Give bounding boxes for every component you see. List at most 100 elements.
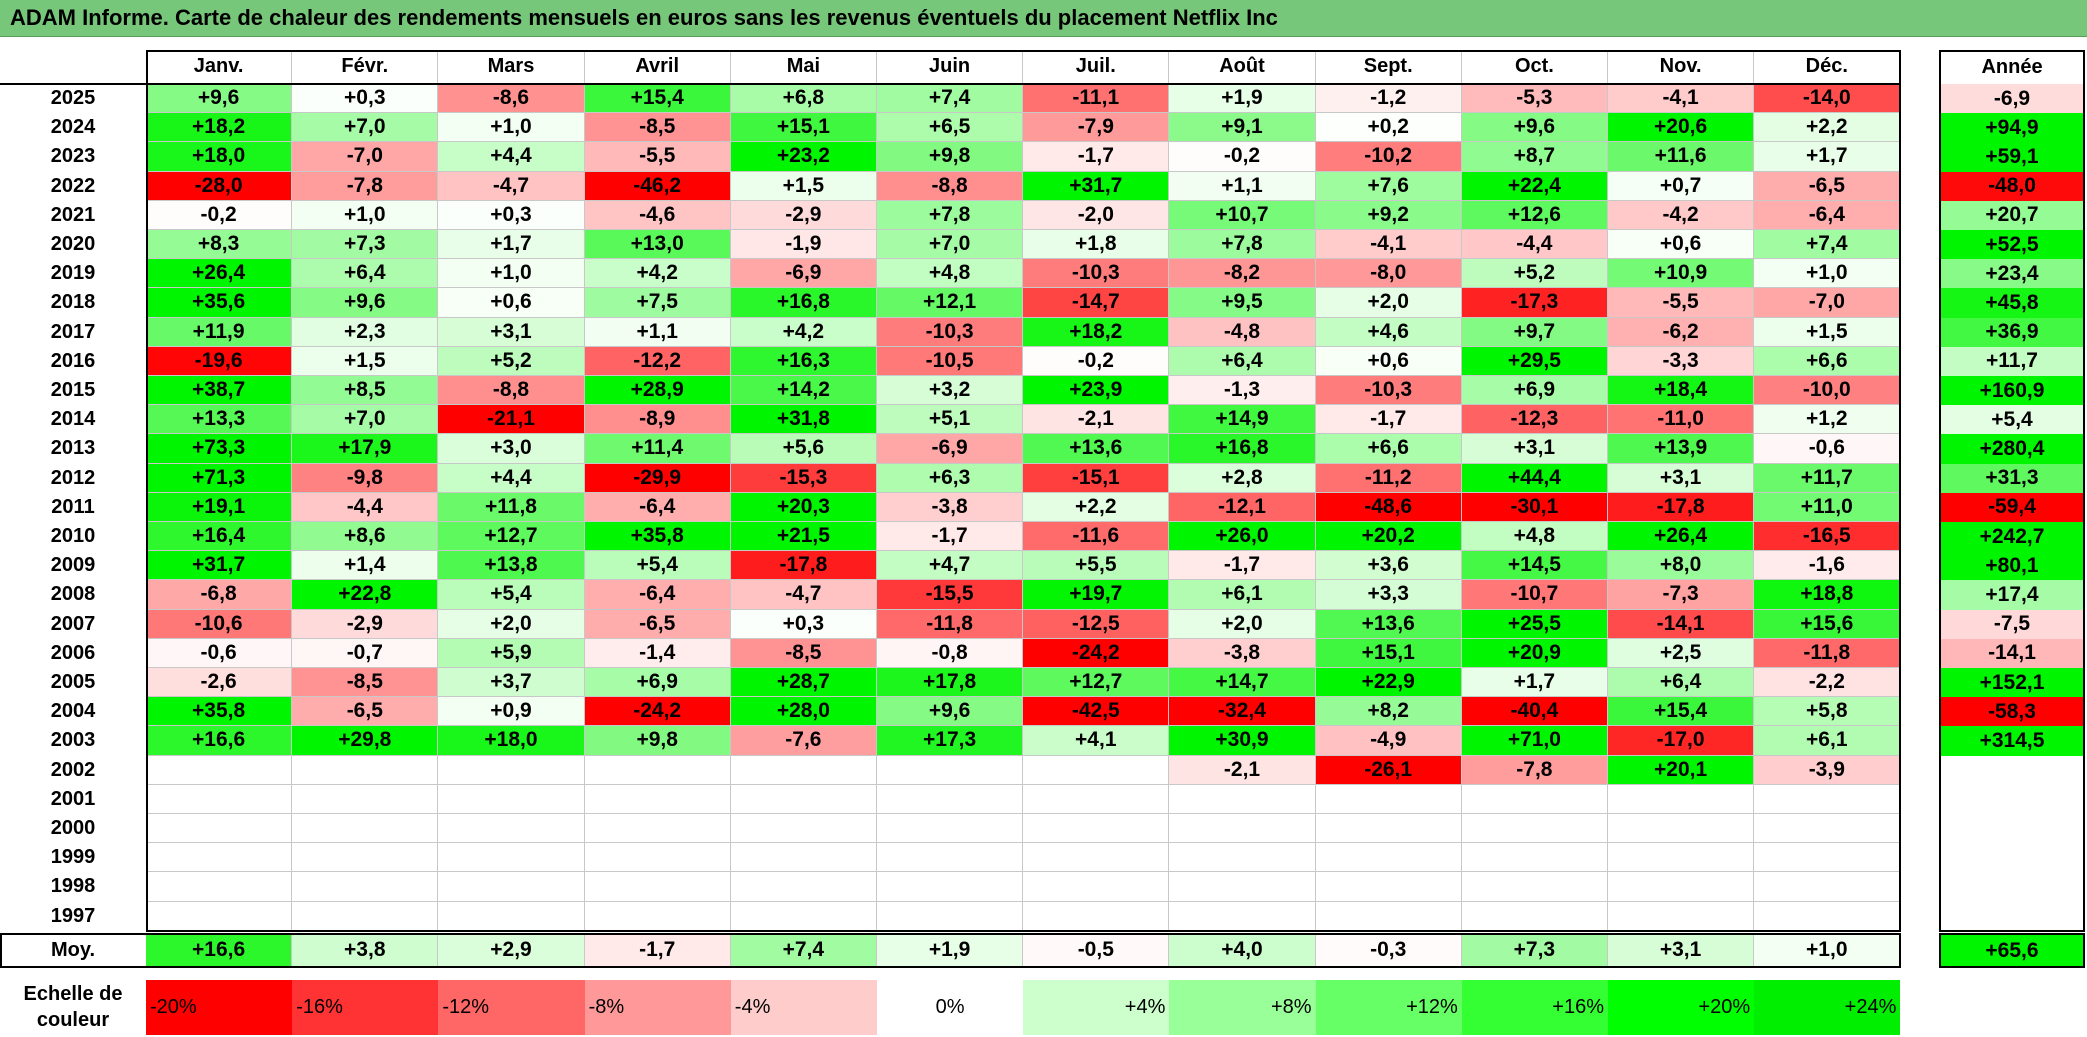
color-scale-swatch: -4% (730, 980, 877, 1035)
heatmap-cell: +4,1 (1023, 726, 1170, 756)
heatmap-cell: +8,6 (292, 522, 439, 552)
heatmap-cell (146, 901, 293, 931)
heatmap-cell: +4,4 (438, 463, 585, 493)
heatmap-cell: -11,8 (877, 609, 1024, 639)
heatmap-cell: +3,6 (1315, 551, 1462, 581)
heatmap-cell: +16,8 (730, 288, 877, 318)
annual-cell: +5,4 (1939, 405, 2085, 435)
month-header: Juin (877, 50, 1024, 84)
heatmap-cell: +2,2 (1023, 492, 1170, 522)
heatmap-cell: +29,8 (292, 726, 439, 756)
heatmap-cell: -3,8 (1169, 638, 1316, 668)
heatmap-cell: -4,1 (1608, 84, 1755, 114)
heatmap-cell: +9,2 (1315, 200, 1462, 230)
heatmap-cell: +16,4 (146, 522, 293, 552)
heatmap-cell: +18,4 (1608, 376, 1755, 406)
heatmap-cell: +20,1 (1608, 755, 1755, 785)
heatmap-cell: -12,5 (1023, 609, 1170, 639)
heatmap-cell: -8,5 (292, 668, 439, 698)
color-scale-label-line2: couleur (36, 1009, 110, 1031)
annual-cell: -48,0 (1939, 171, 2085, 201)
average-cell: -1,7 (584, 934, 731, 967)
heatmap-cell: +1,5 (730, 171, 877, 201)
heatmap-cell (1754, 843, 1901, 873)
heatmap-cell: +7,3 (292, 230, 439, 260)
heatmap-cell: +1,1 (584, 317, 731, 347)
heatmap-cell: +3,0 (438, 434, 585, 464)
heatmap-cell (438, 843, 585, 873)
heatmap-cell (730, 814, 877, 844)
heatmap-cell: +1,0 (438, 259, 585, 289)
year-label: 2010 (50, 525, 96, 548)
heatmap-cell (877, 755, 1024, 785)
average-cell: +7,4 (730, 934, 877, 967)
heatmap-cell: +0,6 (438, 288, 585, 318)
heatmap-cell: +22,8 (292, 580, 439, 610)
heatmap-cell (1023, 872, 1170, 902)
heatmap-cell (146, 872, 293, 902)
annual-cell (1939, 755, 2085, 785)
heatmap-cell (1315, 872, 1462, 902)
heatmap-cell: -1,2 (1315, 84, 1462, 114)
annual-cell: +11,7 (1939, 346, 2085, 376)
heatmap-cell: +16,3 (730, 346, 877, 376)
heatmap-cell: +5,2 (1461, 259, 1608, 289)
heatmap-cell: -8,2 (1169, 259, 1316, 289)
heatmap-cell: -4,4 (292, 492, 439, 522)
heatmap-cell: -3,8 (877, 492, 1024, 522)
color-scale-swatch: -20% (146, 980, 293, 1035)
heatmap-cell (1754, 872, 1901, 902)
heatmap-cell: +12,7 (438, 522, 585, 552)
heatmap-cell (292, 901, 439, 931)
heatmap-cell: -1,6 (1754, 551, 1901, 581)
annual-cell: -7,5 (1939, 609, 2085, 639)
year-label: 2006 (50, 641, 96, 664)
heatmap-cell: +13,0 (584, 230, 731, 260)
heatmap-cell: -12,3 (1461, 405, 1608, 435)
heatmap-cell: +0,3 (730, 609, 877, 639)
heatmap-cell: +11,4 (584, 434, 731, 464)
heatmap-cell: +1,2 (1754, 405, 1901, 435)
month-header: Juil. (1023, 50, 1170, 84)
heatmap-cell: +3,1 (438, 317, 585, 347)
month-header: Févr. (292, 50, 439, 84)
heatmap-cell: -19,6 (146, 346, 293, 376)
heatmap-cell: -16,5 (1754, 522, 1901, 552)
heatmap-cell: -2,1 (1023, 405, 1170, 435)
heatmap-cell: -4,8 (1169, 317, 1316, 347)
heatmap-cell: -46,2 (584, 171, 731, 201)
heatmap-cell: -7,0 (1754, 288, 1901, 318)
heatmap-cell: +6,4 (1608, 668, 1755, 698)
year-label: 2015 (50, 379, 96, 402)
heatmap-cell: +23,2 (730, 142, 877, 172)
heatmap-cell: +7,0 (292, 405, 439, 435)
heatmap-cell: -0,6 (1754, 434, 1901, 464)
heatmap-cell: -11,6 (1023, 522, 1170, 552)
annual-cell: +80,1 (1939, 551, 2085, 581)
heatmap-cell (438, 872, 585, 902)
heatmap-cell: -7,8 (292, 171, 439, 201)
heatmap-cell: +13,6 (1023, 434, 1170, 464)
heatmap-cell: -7,9 (1023, 113, 1170, 143)
heatmap-cell (877, 872, 1024, 902)
heatmap-cell: -3,3 (1608, 346, 1755, 376)
heatmap-cell: -6,5 (1754, 171, 1901, 201)
heatmap-cell: +17,9 (292, 434, 439, 464)
heatmap-cell: +1,7 (1754, 142, 1901, 172)
heatmap-cell: -24,2 (584, 697, 731, 727)
heatmap-cell: +12,1 (877, 288, 1024, 318)
heatmap-cell: +71,3 (146, 463, 293, 493)
heatmap-cell: +22,4 (1461, 171, 1608, 201)
heatmap-cell: +7,6 (1315, 171, 1462, 201)
year-label: 2000 (50, 817, 96, 840)
heatmap-cell: +0,2 (1315, 113, 1462, 143)
heatmap-cell (584, 755, 731, 785)
heatmap-cell: +8,3 (146, 230, 293, 260)
heatmap-cell (1461, 784, 1608, 814)
heatmap-cell: +0,3 (292, 84, 439, 114)
heatmap-cell: -4,2 (1608, 200, 1755, 230)
heatmap-cell: +28,9 (584, 376, 731, 406)
heatmap-cell: +4,2 (730, 317, 877, 347)
heatmap-cell: +5,4 (584, 551, 731, 581)
heatmap-cell: +13,8 (438, 551, 585, 581)
